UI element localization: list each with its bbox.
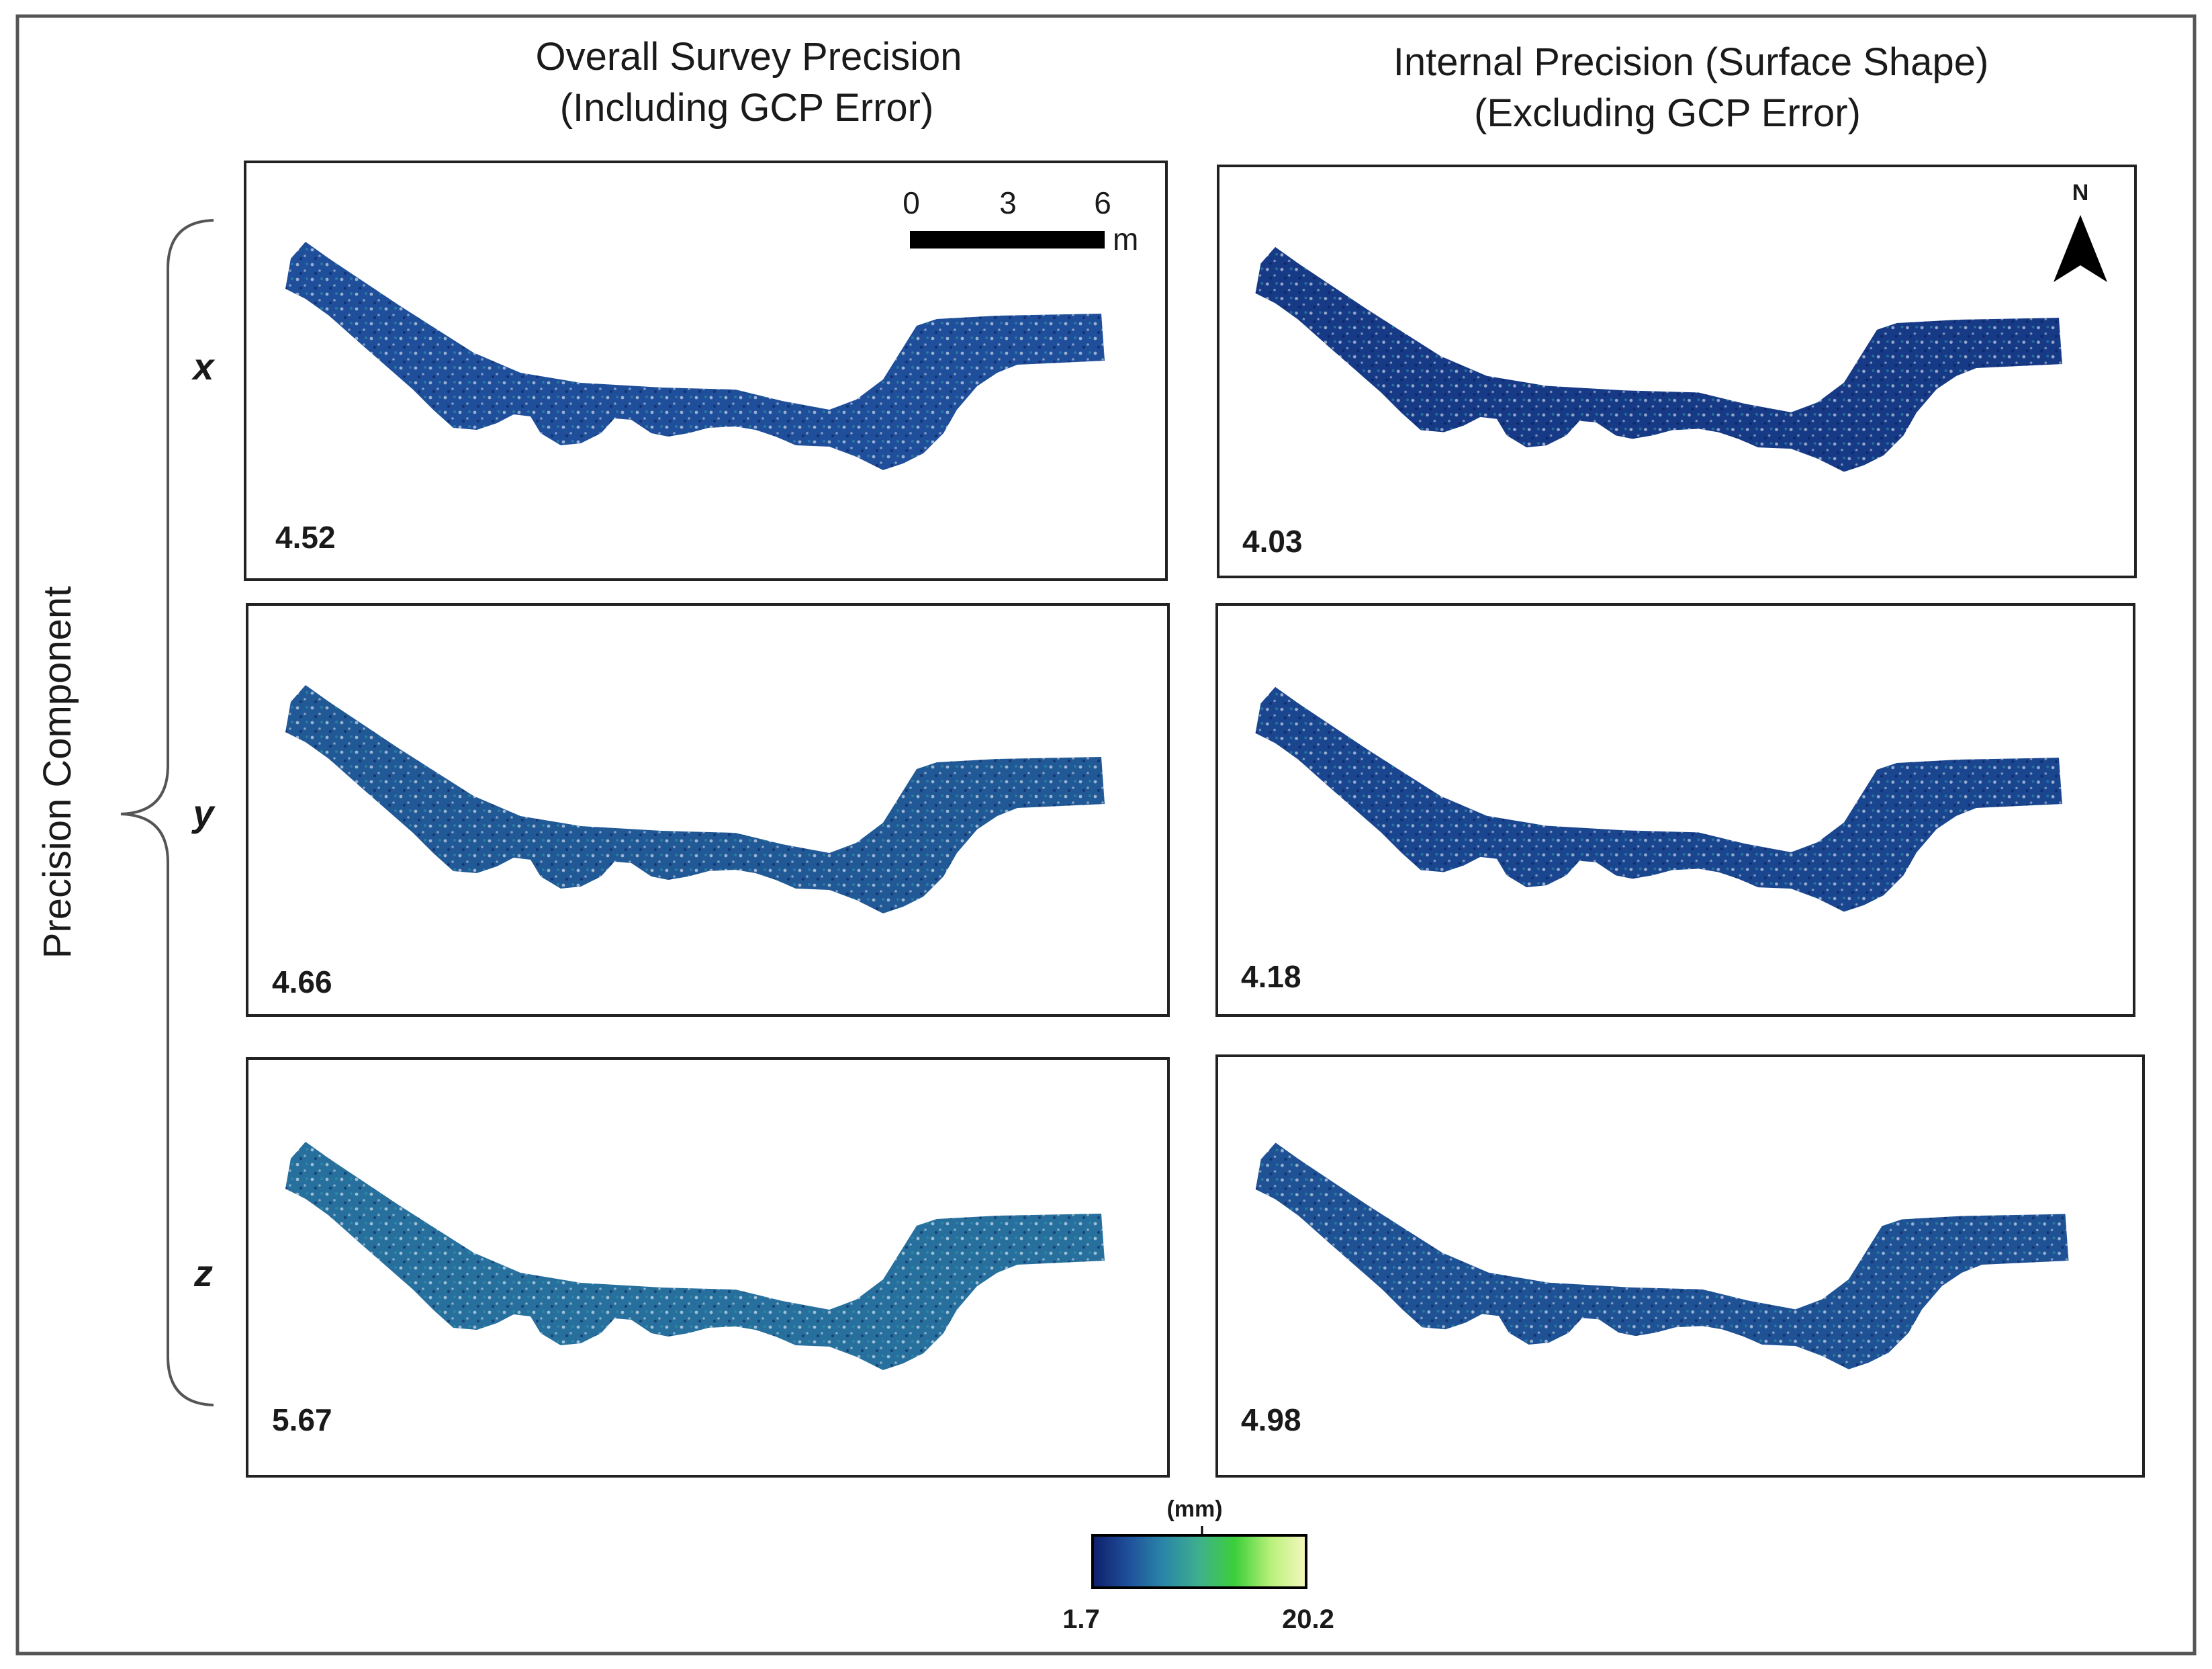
panel-x-overall: 4.52: [244, 161, 1168, 581]
scale-bar-tick-3: 3: [999, 185, 1017, 220]
panel-y-overall: 4.66: [246, 603, 1170, 1017]
column-title-internal-line1: Internal Precision (Surface Shape): [1393, 40, 1989, 84]
panel-value: 4.52: [275, 520, 336, 555]
north-arrow-icon: [2054, 215, 2107, 282]
row-brace: [120, 219, 214, 1406]
row-label-z: z: [193, 1252, 213, 1294]
panel-y-internal: 4.18: [1215, 603, 2135, 1017]
panel-value: 5.67: [272, 1402, 332, 1437]
colorbar-min-label: 1.7: [1062, 1605, 1100, 1634]
panel-value: 4.66: [272, 964, 332, 999]
panel-x-internal: 4.03: [1217, 165, 2137, 578]
column-title-overall-line2: (Including GCP Error): [560, 86, 934, 130]
outer-frame: [15, 14, 2197, 1656]
colorbar-ramp: [1091, 1534, 1307, 1589]
colorbar: (mm) 1.7 20.2: [1062, 1496, 1334, 1634]
panel-value: 4.98: [1241, 1402, 1301, 1437]
row-axis-label: Precision Component: [36, 586, 79, 959]
row-label-y: y: [191, 792, 216, 834]
panel-z-overall: 5.67: [246, 1057, 1170, 1478]
column-title-overall-line1: Overall Survey Precision: [536, 35, 962, 79]
scale-bar-tick-0: 0: [903, 185, 920, 220]
scale-bar-tick-6: 6: [1094, 185, 1111, 220]
scale-bar-unit: m: [1113, 222, 1138, 257]
panel-value: 4.03: [1242, 524, 1303, 559]
north-arrow-label: N: [2072, 180, 2089, 206]
north-arrow: N: [2054, 180, 2107, 282]
panel-value: 4.18: [1241, 959, 1301, 994]
row-label-x: x: [191, 345, 216, 388]
colorbar-unit: (mm): [1166, 1496, 1222, 1522]
column-title-internal-line2: (Excluding GCP Error): [1474, 91, 1861, 135]
colorbar-max-label: 20.2: [1282, 1605, 1334, 1634]
scale-bar-bar: [910, 231, 1105, 249]
panel-z-internal: 4.98: [1215, 1054, 2145, 1478]
scale-bar: 0 3 6 m: [903, 185, 1138, 257]
